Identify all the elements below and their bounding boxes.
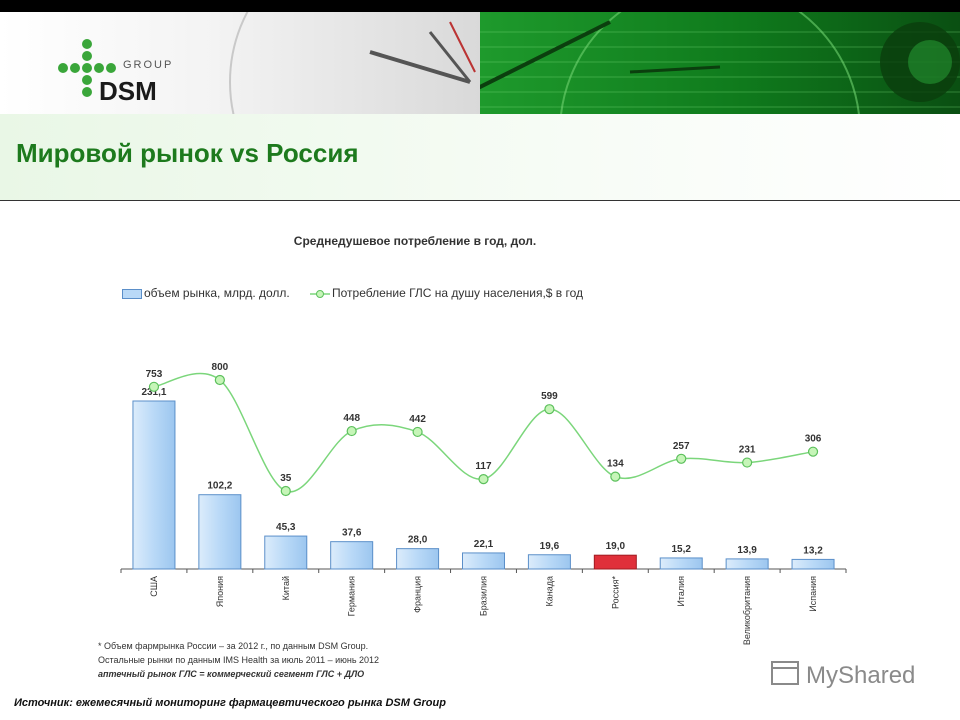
footnote-1: * Объем фармрынка России – за 2012 г., п…	[98, 641, 369, 651]
line-point	[280, 485, 291, 497]
line-value-label: 231	[739, 445, 756, 456]
bar-value-label: 28,0	[408, 535, 428, 546]
top-black-band	[0, 0, 960, 12]
category-label: Китай	[281, 576, 291, 600]
category-label: Япония	[215, 576, 225, 607]
title-band	[0, 114, 960, 200]
category-label: Италия	[676, 576, 686, 607]
bar-value-label: 102,2	[207, 481, 232, 492]
bar-value-label: 15,2	[671, 544, 691, 555]
category-label: Бразилия	[479, 576, 489, 616]
line-value-label: 442	[409, 414, 426, 425]
bar	[264, 535, 308, 570]
bar-value-label: 22,1	[474, 539, 494, 550]
source-note: Источник: ежемесячный мониторинг фармаце…	[14, 697, 446, 709]
chart-title: Среднедушевое потребление в год, дол.	[293, 234, 537, 248]
bar	[659, 557, 703, 570]
line-point	[676, 453, 687, 464]
category-label: Германия	[347, 576, 357, 616]
myshared-watermark: MyShared	[771, 661, 915, 689]
line-point	[346, 425, 357, 437]
line-point	[544, 404, 555, 415]
category-label: Канада	[544, 576, 554, 606]
bar	[527, 554, 571, 570]
line-point	[610, 471, 621, 482]
footnote-3: аптечный рынок ГЛС = коммерческий сегмен…	[98, 669, 365, 679]
dsm-group-logo: GROUP DSM	[58, 39, 173, 106]
series-line	[153, 372, 814, 493]
legend-bar-label: объем рынка, млрд. долл.	[144, 286, 290, 300]
line-value-label: 306	[805, 434, 822, 445]
bar	[593, 554, 637, 570]
bar-value-label: 13,2	[803, 545, 823, 556]
bar	[330, 541, 374, 570]
header-banner: GROUP DSM	[0, 12, 960, 114]
logo-brand-text: DSM	[99, 76, 157, 106]
header-clock-image-left	[0, 12, 480, 114]
line-point	[412, 426, 423, 438]
header-clock-image-right	[480, 12, 960, 114]
line-point	[214, 374, 225, 386]
bar	[198, 494, 242, 570]
bar	[462, 552, 505, 570]
category-label: США	[149, 576, 159, 597]
watermark-text: MyShared	[806, 662, 915, 689]
line-point	[742, 457, 753, 468]
line-point	[478, 474, 489, 485]
bar	[396, 548, 440, 570]
line-value-label: 753	[146, 369, 163, 380]
category-label: Россия*	[610, 576, 620, 610]
category-label: Великобритания	[742, 576, 752, 645]
bar	[132, 400, 176, 570]
legend-line-label: Потребление ГЛС на душу населения,$ в го…	[332, 286, 584, 300]
bar	[791, 558, 835, 570]
line-value-label: 599	[541, 391, 558, 402]
title-divider	[0, 200, 960, 201]
line-point	[148, 381, 160, 392]
line-value-label: 134	[607, 459, 624, 470]
page-title: Мировой рынок vs Россия	[16, 138, 359, 168]
line-point	[807, 446, 819, 457]
line-value-label: 257	[673, 441, 690, 452]
bar-value-label: 19,6	[540, 541, 560, 552]
line-value-label: 117	[475, 461, 492, 472]
line-value-label: 448	[343, 413, 360, 424]
footnote-2: Остальные рынки по данным IMS Health за …	[98, 655, 380, 665]
bar-value-label: 13,9	[737, 545, 757, 556]
logo-group-text: GROUP	[123, 59, 173, 71]
category-label: Франция	[413, 576, 423, 613]
bar-value-label: 37,6	[342, 528, 362, 539]
bar	[725, 558, 769, 570]
line-value-label: 35	[280, 473, 292, 484]
bar-value-label: 19,0	[606, 541, 626, 552]
line-value-label: 800	[212, 362, 229, 373]
bar-value-label: 231,1	[141, 387, 166, 398]
legend-bar-swatch	[122, 289, 142, 299]
bar-value-label: 45,3	[276, 522, 296, 533]
legend-line-swatch	[310, 290, 330, 298]
category-label: Испания	[808, 576, 818, 612]
